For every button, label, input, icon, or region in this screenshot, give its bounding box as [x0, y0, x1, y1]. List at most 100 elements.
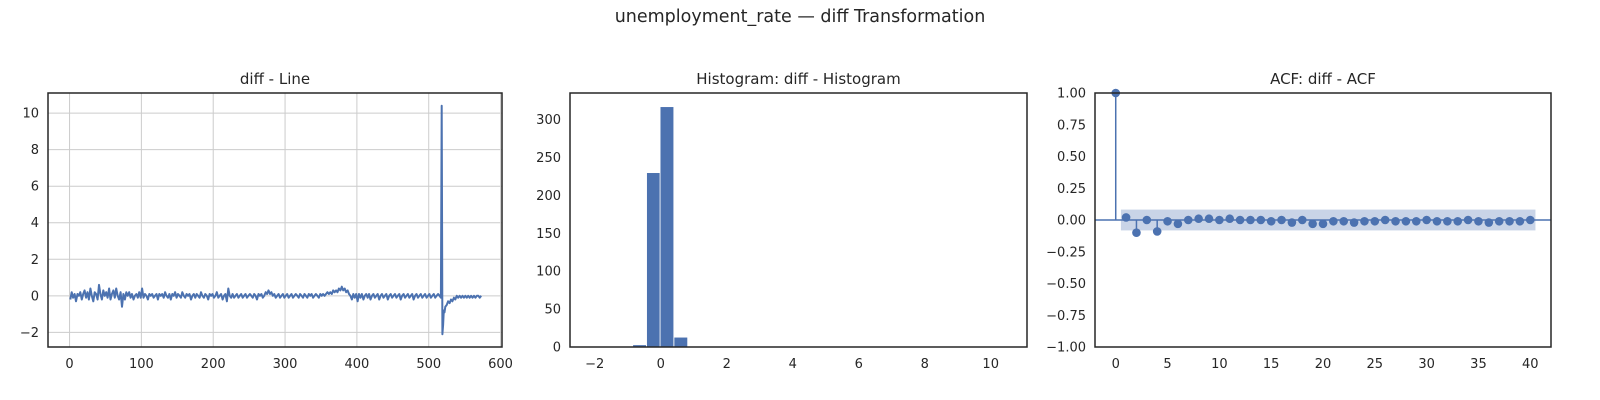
- acf-point: [1525, 215, 1535, 225]
- y-tick-label: −1.00: [1046, 341, 1086, 356]
- histogram-title: Histogram: diff - Histogram: [696, 70, 900, 88]
- y-tick-label: 0.75: [1057, 118, 1086, 133]
- x-tick-label: 0: [657, 357, 665, 372]
- x-tick-label: 35: [1470, 357, 1487, 372]
- x-tick-label: 40: [1522, 357, 1539, 372]
- acf-point: [1443, 216, 1452, 226]
- series-line: [69, 104, 482, 336]
- x-tick-label: 30: [1418, 357, 1435, 372]
- acf-panel: ACF: diff - ACF 0 5 10 15 20 25 30 35 40 −1.00 −0.…: [1046, 70, 1552, 372]
- acf-point: [1349, 218, 1359, 227]
- y-tick-label: 0.00: [1057, 214, 1086, 229]
- x-tick-label: 6: [855, 357, 863, 372]
- line-chart-title: diff - Line: [240, 70, 310, 88]
- acf-point: [1432, 216, 1442, 226]
- y-tick-label: 250: [536, 151, 561, 166]
- histogram-bar: [659, 106, 675, 348]
- acf-point: [1370, 216, 1380, 226]
- acf-point: [1287, 218, 1297, 227]
- axes-frame: [1094, 92, 1552, 348]
- x-tick-label: 500: [416, 357, 441, 372]
- acf-point: [1380, 215, 1390, 225]
- acf-point: [1474, 216, 1483, 226]
- x-tick-label: 300: [273, 357, 298, 372]
- acf-point: [1484, 218, 1494, 227]
- acf-point: [1463, 215, 1473, 225]
- y-tick-label: 50: [544, 303, 561, 318]
- x-tick-label: 5: [1163, 357, 1171, 372]
- y-tick-label: 4: [31, 216, 39, 231]
- x-tick-label: 0: [1112, 357, 1120, 372]
- acf-point: [1215, 215, 1224, 225]
- acf-point: [1225, 214, 1235, 224]
- y-tick-label: 0.25: [1057, 182, 1086, 197]
- acf-point: [1422, 215, 1431, 225]
- acf-point: [1494, 216, 1504, 226]
- line-chart-panel: diff - Line 0 100 200 300 400 500 600 −2 0 2 4 6 8 10: [20, 70, 513, 372]
- x-tick-label: 600: [488, 357, 513, 372]
- figure-title: unemployment_rate — diff Transformation: [615, 7, 986, 27]
- x-tick-label: 20: [1315, 357, 1332, 372]
- y-tick-label: 2: [31, 253, 39, 268]
- x-tick-label: 0: [65, 357, 73, 372]
- y-tick-label: 0: [553, 341, 561, 356]
- axes-frame: [47, 92, 503, 348]
- x-tick-label: 400: [344, 357, 369, 372]
- acf-point: [1453, 216, 1463, 226]
- x-tick-label: 10: [982, 357, 999, 372]
- acf-point: [1411, 216, 1421, 226]
- y-tick-label: −0.50: [1046, 277, 1086, 292]
- acf-point: [1132, 228, 1141, 237]
- acf-point: [1318, 219, 1328, 229]
- x-tick-label: 25: [1367, 357, 1384, 372]
- acf-point: [1308, 219, 1317, 229]
- y-tick-label: −2: [20, 326, 39, 341]
- acf-point: [1256, 215, 1266, 225]
- y-tick-label: 0.50: [1057, 150, 1086, 165]
- acf-point: [1152, 227, 1162, 236]
- acf-point: [1329, 216, 1338, 226]
- acf-point: [1204, 214, 1214, 224]
- histogram-bar: [673, 336, 689, 348]
- x-tick-label: 4: [789, 357, 797, 372]
- x-tick-label: 2: [723, 357, 731, 372]
- y-tick-label: 1.00: [1057, 87, 1086, 102]
- acf-point: [1142, 215, 1152, 225]
- acf-point: [1277, 215, 1286, 225]
- x-tick-label: 15: [1263, 357, 1280, 372]
- acf-point: [1360, 216, 1369, 226]
- y-tick-label: −0.25: [1046, 245, 1086, 260]
- acf-point: [1194, 214, 1203, 224]
- histogram-panel: Histogram: diff - Histogram −2 0 2 4 6 8 10050…: [536, 70, 1028, 372]
- acf-point: [1266, 216, 1276, 226]
- acf-point: [1183, 215, 1193, 225]
- acf-point: [1515, 216, 1525, 226]
- acf-point: [1391, 216, 1400, 226]
- x-tick-label: 200: [201, 357, 226, 372]
- acf-point: [1173, 219, 1183, 229]
- histogram-bar: [646, 172, 661, 348]
- acf-point: [1297, 215, 1307, 225]
- y-tick-label: 300: [536, 113, 561, 128]
- y-tick-label: −0.75: [1046, 309, 1086, 324]
- acf-point: [1121, 213, 1131, 222]
- acf-point: [1246, 215, 1255, 225]
- y-tick-label: 150: [536, 227, 561, 242]
- y-tick-label: 0: [31, 289, 39, 304]
- acf-point: [1401, 216, 1411, 226]
- axes-frame: [569, 92, 1028, 348]
- acf-title: ACF: diff - ACF: [1270, 70, 1376, 88]
- x-tick-label: 8: [921, 357, 929, 372]
- y-tick-label: 200: [536, 189, 561, 204]
- x-tick-label: 100: [129, 357, 154, 372]
- y-tick-label: 100: [536, 265, 561, 280]
- acf-point: [1339, 216, 1349, 226]
- y-tick-label: 8: [31, 143, 39, 158]
- y-tick-label: 10: [22, 107, 39, 122]
- acf-point: [1505, 216, 1514, 226]
- x-tick-label: 10: [1211, 357, 1228, 372]
- acf-point: [1235, 215, 1245, 225]
- acf-point: [1163, 216, 1172, 226]
- y-tick-label: 6: [31, 180, 39, 195]
